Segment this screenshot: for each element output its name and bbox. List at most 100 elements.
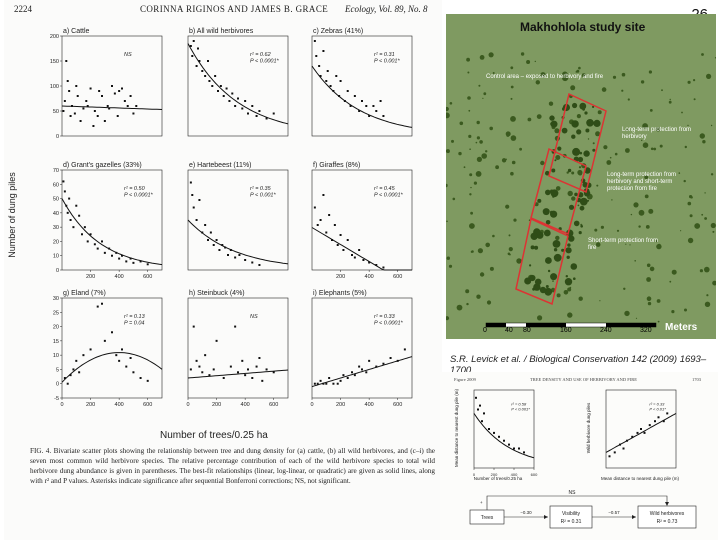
data-point	[96, 247, 99, 250]
vegetation-patch	[642, 123, 648, 129]
panel-stat-r2: r² = 0.33	[649, 402, 665, 407]
data-point	[106, 105, 109, 107]
vegetation-patch	[510, 97, 513, 100]
data-point	[92, 125, 95, 127]
vegetation-patch	[609, 156, 612, 159]
data-point	[326, 70, 329, 72]
control-label: Control area – exposed to herbivory and …	[486, 74, 604, 80]
study-site-map	[446, 14, 716, 339]
vegetation-patch	[583, 150, 590, 157]
vegetation-patch	[539, 286, 547, 294]
vegetation-patch	[446, 149, 450, 154]
data-point	[201, 371, 204, 374]
vegetation-patch	[566, 229, 574, 237]
data-point	[315, 55, 318, 57]
vegetation-patch	[545, 220, 551, 225]
data-point	[332, 382, 335, 385]
data-point	[204, 75, 207, 77]
panel-stat-r2: r² = 0.45	[374, 186, 396, 192]
panel-title: c) Zebras (41%)	[313, 28, 363, 35]
vegetation-patch	[587, 138, 590, 140]
vegetation-patch	[574, 192, 578, 197]
data-point	[319, 379, 322, 382]
data-point	[208, 374, 211, 377]
y-tick-label: 20	[53, 239, 59, 245]
data-point	[101, 240, 103, 243]
vegetation-patch	[489, 266, 494, 271]
vegetation-patch	[594, 228, 598, 232]
map-citation: S.R. Levick et al. / Biological Conserva…	[450, 354, 707, 376]
panel-title: d) Grant's gazelles (33%)	[63, 162, 142, 169]
data-point	[479, 404, 481, 407]
panel-stat-r2: r² = 0.35	[250, 186, 272, 192]
data-point	[244, 259, 247, 261]
data-point	[382, 362, 385, 365]
data-point	[475, 396, 477, 399]
data-point	[375, 264, 378, 266]
flow-ns-label: NS	[569, 490, 577, 496]
vegetation-patch	[467, 71, 470, 74]
data-point	[265, 368, 268, 371]
vegetation-patch	[572, 147, 581, 156]
data-point	[361, 368, 363, 371]
small-right-header: TREE DENSITY AND USE OF HERBIVORY AND FI…	[530, 377, 638, 382]
data-point	[101, 302, 103, 305]
vegetation-patch	[527, 117, 532, 122]
vegetation-patch	[469, 193, 472, 196]
data-point	[493, 431, 495, 434]
long-term-fire-plot	[530, 147, 587, 236]
vegetation-patch	[534, 278, 542, 286]
vegetation-patch	[530, 245, 535, 250]
vegetation-patch	[501, 158, 507, 163]
data-point	[608, 455, 611, 458]
data-point	[322, 50, 325, 52]
vegetation-patch	[625, 243, 627, 245]
flow-arrow-3-label: +	[480, 500, 483, 505]
vegetation-patch	[578, 296, 583, 301]
data-point	[126, 105, 129, 107]
data-point	[325, 80, 328, 82]
flow-box-visibility-r2: R² = 0.31	[561, 519, 582, 525]
vegetation-patch	[649, 109, 653, 112]
data-point	[103, 339, 106, 342]
vegetation-patch	[650, 147, 654, 151]
vegetation-patch	[483, 92, 487, 96]
vegetation-patch	[704, 266, 710, 273]
panel-stat-p: P < 0.0001*	[250, 59, 280, 65]
x-tick-label: 200	[491, 472, 498, 477]
data-point	[613, 451, 616, 454]
vegetation-patch	[567, 168, 572, 173]
fit-line	[187, 43, 289, 125]
vegetation-patch	[553, 248, 558, 252]
panel-stat-p: P < 0.0001*	[374, 193, 404, 199]
vegetation-patch	[448, 264, 453, 268]
vegetation-patch	[704, 217, 707, 220]
y-tick-label: 70	[53, 168, 59, 174]
vegetation-patch	[524, 277, 532, 285]
data-point	[342, 374, 345, 377]
data-point	[234, 105, 237, 107]
y-tick-label: 100	[50, 84, 59, 90]
vegetation-patch	[694, 223, 701, 229]
vegetation-patch	[452, 197, 456, 201]
scale-tick-320: 320	[640, 327, 652, 334]
data-point	[313, 206, 316, 209]
vegetation-patch	[458, 151, 462, 156]
y-tick-label: 0	[56, 268, 59, 274]
vegetation-patch	[586, 119, 594, 127]
data-point	[132, 261, 135, 264]
vegetation-patch	[668, 100, 672, 104]
vegetation-patch	[567, 190, 573, 197]
vegetation-patch	[476, 294, 481, 299]
vegetation-patch	[469, 173, 473, 177]
vegetation-patch	[644, 175, 649, 180]
data-point	[221, 244, 224, 246]
data-point	[191, 194, 194, 196]
vegetation-patch	[530, 232, 538, 240]
vegetation-patch	[545, 170, 550, 176]
scale-tick-0: 0	[483, 327, 487, 334]
x-tick-label: 600	[531, 472, 538, 477]
vegetation-patch	[529, 264, 532, 267]
vegetation-patch	[508, 247, 513, 252]
scale-tick-240: 240	[600, 327, 612, 334]
